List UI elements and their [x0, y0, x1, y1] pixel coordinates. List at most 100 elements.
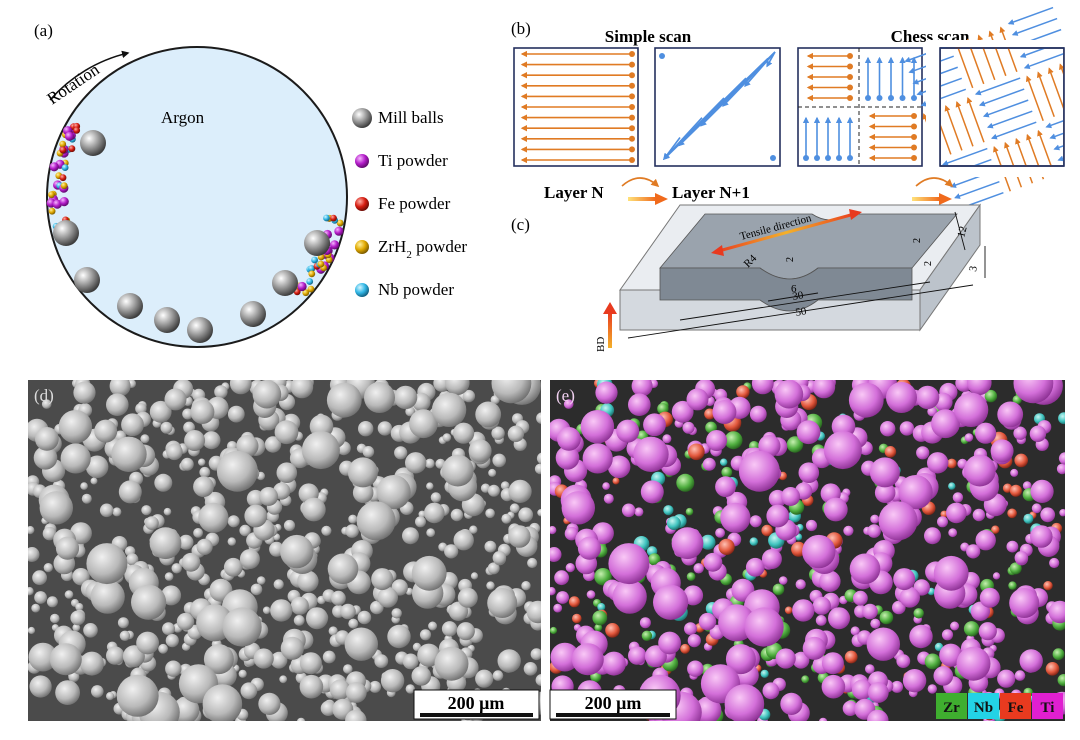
- powder-particle: [1014, 551, 1029, 565]
- powder-particle: [199, 466, 211, 478]
- powder-particle: [430, 492, 442, 503]
- powder-particle: [715, 476, 736, 498]
- chess-layer-n: [797, 47, 923, 167]
- powder-particle: [118, 480, 142, 504]
- powder-particle: [736, 385, 750, 399]
- powder-particle: [718, 538, 735, 556]
- powder-particle: [90, 579, 125, 614]
- mill-chamber: [46, 46, 348, 348]
- powder-particle: [405, 684, 415, 694]
- scan-start-dot: [629, 135, 635, 142]
- powder-particle: [979, 587, 1000, 608]
- powder-particle: [724, 684, 765, 721]
- powder-particle: [326, 382, 362, 418]
- powder-particle: [171, 563, 182, 574]
- powder-particle: [190, 400, 215, 424]
- powder-particle: [870, 618, 881, 629]
- powder-particle: [509, 503, 520, 514]
- powder-particle: [28, 626, 36, 635]
- powder-particle: [823, 497, 848, 522]
- scan-vector: [1025, 75, 1044, 121]
- powder-particle: [39, 491, 73, 525]
- powder-particle: [28, 547, 40, 562]
- scan-start-dot: [629, 93, 635, 100]
- powder-particle: [264, 436, 282, 453]
- powder-particle: [687, 634, 701, 648]
- powder-particle: [535, 674, 541, 687]
- powder-particle: [924, 527, 941, 545]
- powder-particle: [252, 380, 282, 409]
- powder-particle: [43, 563, 53, 573]
- powder-particle: [1030, 525, 1053, 548]
- powder-particle: [299, 674, 324, 699]
- scan-vector: [1023, 50, 1070, 69]
- powder-particle: [162, 622, 175, 636]
- chess-layer-n1-border: [939, 47, 1065, 167]
- powder-particle: [1019, 649, 1043, 673]
- powder-particle: [371, 568, 394, 591]
- powder-particle: [487, 484, 500, 497]
- simple-layer-arrow-shaft: [628, 197, 656, 201]
- powder-particle: [240, 682, 258, 700]
- powder-particle: [899, 587, 920, 608]
- powder-particle: [126, 553, 139, 566]
- element-swatch-nb: [968, 693, 999, 719]
- powder-particle: [391, 608, 402, 619]
- powder-particle: [597, 603, 606, 611]
- powder-particle: [933, 555, 969, 591]
- ti-legend-label: Ti powder: [378, 151, 448, 170]
- powder-particle: [34, 591, 47, 604]
- powder-particle: [470, 572, 479, 580]
- powder-particle: [693, 563, 704, 574]
- powder-particle: [706, 430, 728, 451]
- mill-ball: [80, 130, 106, 156]
- powder-particle: [550, 587, 556, 596]
- chess-rotate-arrow: [915, 177, 954, 188]
- scan-start-dot: [911, 95, 917, 101]
- powder-particle: [258, 692, 281, 716]
- powder-particle: [327, 553, 359, 585]
- powder-particle: [933, 666, 954, 686]
- scan-start-dot: [911, 144, 917, 151]
- scale-bar-label-d: 200 μm: [448, 693, 505, 713]
- powder-particle: [641, 630, 653, 641]
- scan-vector: [766, 51, 776, 68]
- powder-particle: [721, 466, 733, 478]
- powder-particle: [720, 458, 728, 466]
- scan-start-dot: [847, 84, 853, 91]
- scan-start-dot: [629, 82, 635, 89]
- element-label-fe: Fe: [1008, 700, 1024, 716]
- powder-particle: [86, 543, 128, 585]
- powder-particle: [485, 508, 495, 519]
- powder-particle: [293, 615, 305, 626]
- scan-start-dot: [629, 104, 635, 110]
- powder-particle: [975, 530, 996, 551]
- powder-particle: [1014, 670, 1026, 681]
- powder-particle: [550, 626, 558, 635]
- powder-particle: [867, 709, 889, 721]
- powder-particle: [497, 649, 521, 673]
- powder-particle: [984, 389, 998, 403]
- powder-particle: [565, 563, 575, 573]
- powder-particle: [798, 462, 820, 484]
- powder-particle: [492, 453, 507, 468]
- ti-particle: [49, 162, 59, 172]
- powder-particle: [561, 491, 595, 525]
- powder-particle: [880, 421, 896, 437]
- powder-particle: [141, 505, 152, 516]
- powder-particle: [1007, 508, 1017, 519]
- mill-ball: [154, 307, 180, 333]
- tensile-arrow-head-left: [711, 245, 724, 256]
- powder-particle: [879, 610, 894, 625]
- powder-particle: [402, 653, 419, 670]
- powder-particle: [296, 717, 306, 721]
- powder-particle: [1049, 557, 1060, 569]
- powder-particle: [913, 608, 924, 619]
- powder-particle: [238, 669, 247, 678]
- powder-particle: [805, 519, 818, 532]
- powder-particle: [1048, 600, 1065, 624]
- dim-t1: 2: [912, 238, 923, 243]
- powder-particle: [35, 427, 59, 451]
- powder-particle: [331, 590, 346, 606]
- powder-particle: [990, 439, 1014, 463]
